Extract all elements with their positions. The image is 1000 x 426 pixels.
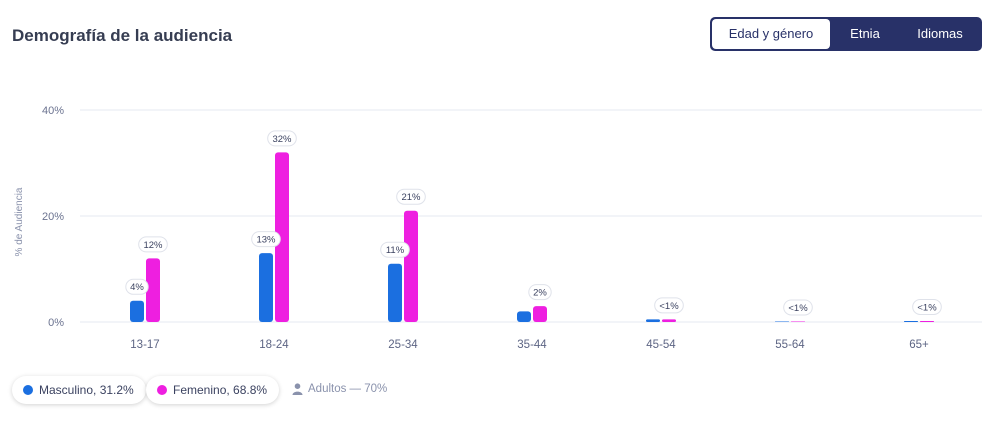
- x-tick-label: 13-17: [130, 339, 159, 351]
- data-label-femenino-65+-bg: [912, 298, 942, 315]
- bar-masculino-65+[interactable]: [904, 320, 918, 322]
- data-label-femenino-55-64: <1%: [788, 303, 808, 314]
- x-tick-label: 18-24: [259, 339, 289, 351]
- y-tick-label: 40%: [42, 105, 64, 117]
- tab-ethnicity[interactable]: Etnia: [850, 26, 880, 41]
- legend-male-label: Masculino, 31.2%: [39, 383, 134, 397]
- female-dot-icon: [157, 385, 167, 395]
- x-tick-label: 25-34: [388, 339, 418, 351]
- bar-femenino-55-64[interactable]: [791, 321, 805, 322]
- data-label-masculino-13-17-bg: [125, 278, 149, 295]
- page-title: Demografía de la audiencia: [12, 26, 233, 45]
- data-label-femenino-35-44-bg: [528, 284, 552, 301]
- x-tick-label: 45-54: [646, 339, 676, 351]
- legend-female-label: Femenino, 68.8%: [173, 383, 268, 397]
- data-label-masculino-18-24: 13%: [256, 235, 276, 246]
- bar-femenino-25-34[interactable]: [404, 210, 418, 322]
- data-label-femenino-13-17-bg: [138, 236, 168, 253]
- data-label-femenino-45-54: <1%: [659, 301, 679, 312]
- data-label-femenino-18-24-bg: [267, 130, 297, 147]
- tab-group: Edad y género Etnia Idiomas: [710, 17, 982, 51]
- x-tick-label: 35-44: [517, 339, 547, 351]
- data-label-masculino-18-24-bg: [251, 231, 281, 248]
- bar-femenino-35-44[interactable]: [533, 306, 547, 322]
- data-label-femenino-25-34-bg: [396, 188, 426, 205]
- data-label-masculino-13-17: 4%: [130, 282, 144, 293]
- x-tick-label: 55-64: [775, 339, 805, 351]
- bar-masculino-25-34[interactable]: [388, 263, 402, 322]
- data-label-femenino-45-54-bg: [654, 297, 684, 314]
- adults-label: Adultos — 70%: [308, 383, 388, 395]
- data-label-femenino-13-17: 12%: [143, 240, 163, 251]
- bar-femenino-13-17[interactable]: [146, 258, 160, 322]
- adults-info: Adultos — 70%: [292, 383, 387, 395]
- data-label-femenino-18-24: 32%: [272, 134, 292, 145]
- tab-languages[interactable]: Idiomas: [917, 26, 963, 41]
- x-tick-label: 65+: [909, 339, 929, 351]
- y-tick-label: 0%: [48, 317, 64, 329]
- bar-masculino-45-54[interactable]: [646, 319, 660, 322]
- data-label-masculino-25-34-bg: [380, 241, 410, 258]
- data-label-femenino-55-64-bg: [783, 299, 813, 316]
- bar-masculino-55-64[interactable]: [775, 321, 789, 322]
- legend-female[interactable]: Femenino, 68.8%: [146, 376, 280, 404]
- bar-femenino-18-24[interactable]: [275, 152, 289, 322]
- tab-age-gender[interactable]: Edad y género: [712, 19, 830, 49]
- data-label-masculino-25-34: 11%: [386, 245, 405, 256]
- bar-femenino-65+[interactable]: [920, 320, 934, 322]
- bar-masculino-18-24[interactable]: [259, 253, 273, 322]
- legend-male[interactable]: Masculino, 31.2%: [12, 376, 146, 404]
- male-dot-icon: [23, 385, 33, 395]
- bar-femenino-45-54[interactable]: [662, 319, 676, 322]
- data-label-femenino-35-44: 2%: [533, 288, 547, 299]
- bar-masculino-13-17[interactable]: [130, 300, 144, 322]
- data-label-femenino-25-34: 21%: [401, 192, 421, 203]
- person-icon: [292, 383, 303, 395]
- bar-masculino-35-44[interactable]: [517, 311, 531, 322]
- y-tick-label: 20%: [42, 211, 64, 223]
- y-axis-label: % de Audiencia: [14, 187, 25, 256]
- data-label-femenino-65+: <1%: [917, 302, 937, 313]
- audience-bar-chart: 0% 20% 40% % de Audiencia 4% 12% 13% 32% 11% 21% 2…: [14, 105, 982, 351]
